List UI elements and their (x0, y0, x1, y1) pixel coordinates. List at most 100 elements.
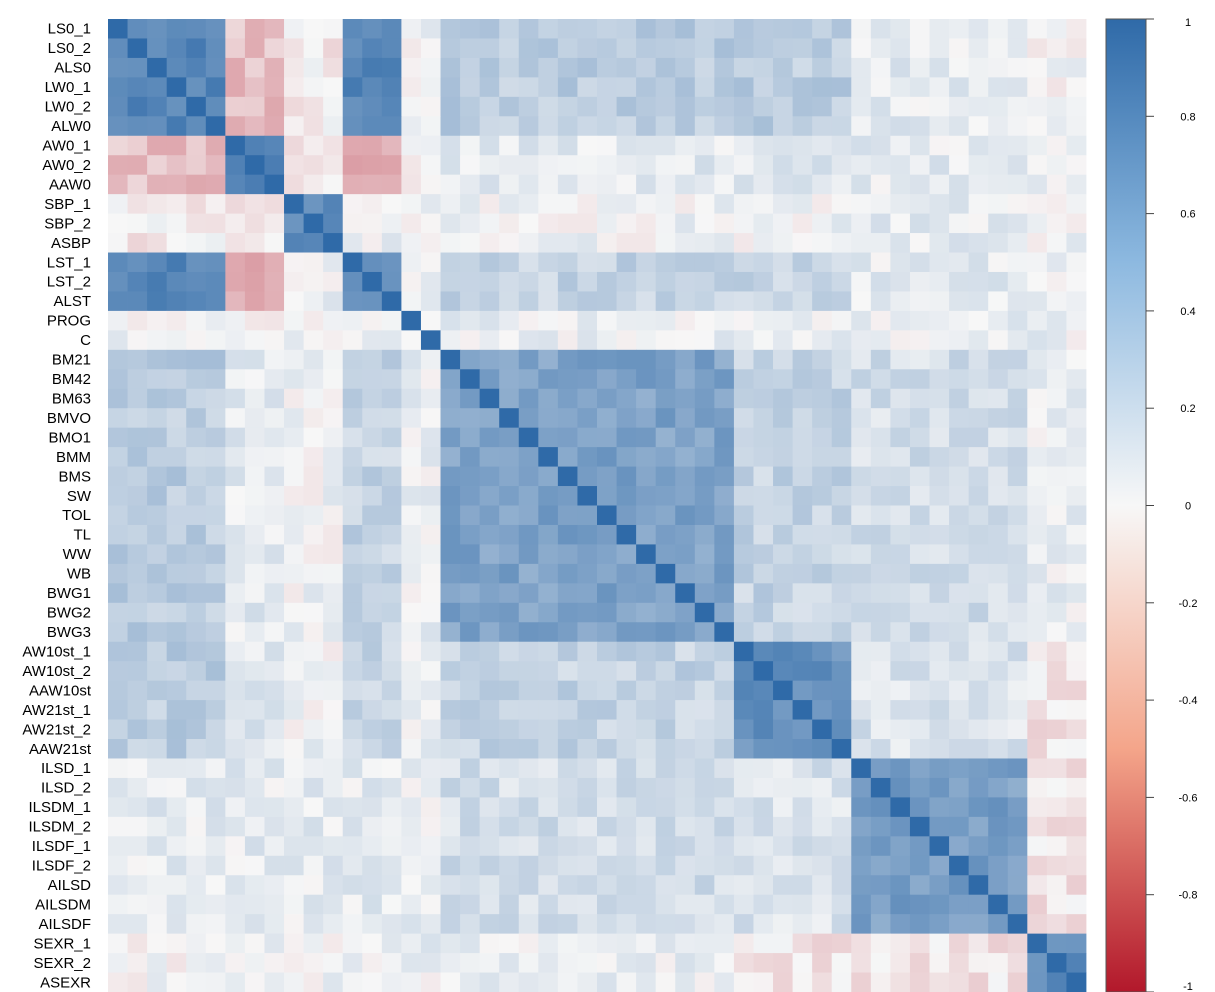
heatmap-cell (909, 758, 930, 779)
heatmap-cell (1046, 38, 1067, 59)
heatmap-cell (108, 544, 128, 565)
heatmap-cell (597, 310, 617, 331)
heatmap-cell (753, 427, 774, 448)
heatmap-cell (479, 447, 500, 467)
heatmap-cell (909, 271, 930, 292)
heatmap-cell (460, 213, 481, 234)
heatmap-cell (440, 894, 461, 915)
heatmap-cell (636, 213, 657, 234)
heatmap-cell (499, 252, 520, 273)
heatmap-cell (968, 291, 989, 312)
heatmap-cell (381, 252, 402, 273)
heatmap-cell (323, 797, 344, 818)
heatmap-cell (362, 797, 383, 818)
heatmap-cell (518, 914, 539, 935)
heatmap-cell (792, 719, 813, 740)
heatmap-cell (753, 758, 774, 779)
heatmap-cell (303, 700, 324, 720)
heatmap-cells (108, 19, 1087, 992)
heatmap-cell (655, 622, 676, 643)
heatmap-cell (812, 135, 833, 156)
heatmap-cell (303, 349, 324, 370)
row-label: BMM (56, 449, 91, 466)
heatmap-cell (381, 486, 402, 506)
heatmap-cell (929, 719, 950, 740)
heatmap-cell (244, 349, 265, 370)
heatmap-cell (870, 252, 891, 273)
heatmap-cell (733, 38, 754, 59)
heatmap-cell (342, 933, 363, 954)
heatmap-cell (440, 96, 461, 117)
heatmap-cell (225, 816, 246, 837)
heatmap-cell (1066, 953, 1087, 973)
heatmap-cell (323, 408, 344, 429)
heatmap-cell (870, 641, 891, 662)
heatmap-cell (733, 622, 754, 643)
heatmap-cell (303, 96, 324, 117)
heatmap-cell (303, 524, 324, 545)
heatmap-cell (284, 505, 304, 526)
heatmap-cell (968, 194, 989, 214)
heatmap-cell (284, 875, 304, 896)
heatmap-cell (479, 933, 500, 954)
heatmap-cell (342, 466, 363, 487)
heatmap-cell (753, 739, 774, 759)
heatmap-cell (264, 408, 285, 429)
heatmap-cell (225, 602, 246, 623)
heatmap-cell (1027, 797, 1048, 818)
heatmap-cell (244, 233, 265, 253)
heatmap-cell (205, 388, 226, 409)
heatmap-cell (773, 875, 793, 896)
heatmap-cell (205, 875, 226, 896)
heatmap-cell (342, 797, 363, 818)
heatmap-cell (890, 155, 911, 176)
heatmap-cell (127, 972, 148, 992)
heatmap-cell (225, 447, 246, 467)
heatmap-cell (890, 233, 911, 253)
heatmap-cell (577, 155, 598, 176)
colorbar-tick-label: 0 (1185, 501, 1191, 513)
heatmap-cell (225, 369, 246, 390)
heatmap-cell (968, 38, 989, 59)
heatmap-cell (968, 933, 989, 954)
heatmap-cell (812, 855, 833, 876)
heatmap-cell (479, 271, 500, 292)
heatmap-cell (127, 310, 148, 331)
heatmap-cell (420, 933, 441, 954)
heatmap-cell (870, 524, 891, 545)
heatmap-cell (851, 486, 872, 506)
heatmap-cell (1027, 563, 1048, 584)
heatmap-cell (597, 330, 617, 351)
row-label: PROG (47, 313, 91, 330)
heatmap-cell (362, 816, 383, 837)
heatmap-cell (108, 19, 128, 39)
heatmap-cell (166, 583, 187, 604)
heatmap-cell (577, 349, 598, 370)
heatmap-cell (968, 116, 989, 137)
heatmap-cell (342, 291, 363, 312)
heatmap-cell (773, 719, 793, 740)
heatmap-cell (597, 116, 617, 137)
heatmap-cell (460, 310, 481, 331)
heatmap-cell (597, 427, 617, 448)
colorbar-tick-label: -0.2 (1179, 598, 1198, 610)
heatmap-cell (831, 252, 852, 273)
heatmap-cell (362, 349, 383, 370)
heatmap-cell (792, 972, 813, 992)
heatmap-cell (460, 894, 481, 915)
heatmap-cell (205, 622, 226, 643)
heatmap-cell (479, 135, 500, 156)
heatmap-cell (1066, 894, 1087, 915)
heatmap-cell (812, 408, 833, 429)
heatmap-cell (420, 77, 441, 98)
heatmap-cell (460, 544, 481, 565)
heatmap-cell (186, 758, 207, 779)
heatmap-cell (381, 447, 402, 467)
heatmap-cell (460, 486, 481, 506)
heatmap-cell (597, 174, 617, 195)
heatmap-cell (890, 349, 911, 370)
heatmap-cell (323, 739, 344, 759)
heatmap-cell (714, 349, 735, 370)
heatmap-cell (381, 116, 402, 137)
heatmap-cell (1046, 447, 1067, 467)
